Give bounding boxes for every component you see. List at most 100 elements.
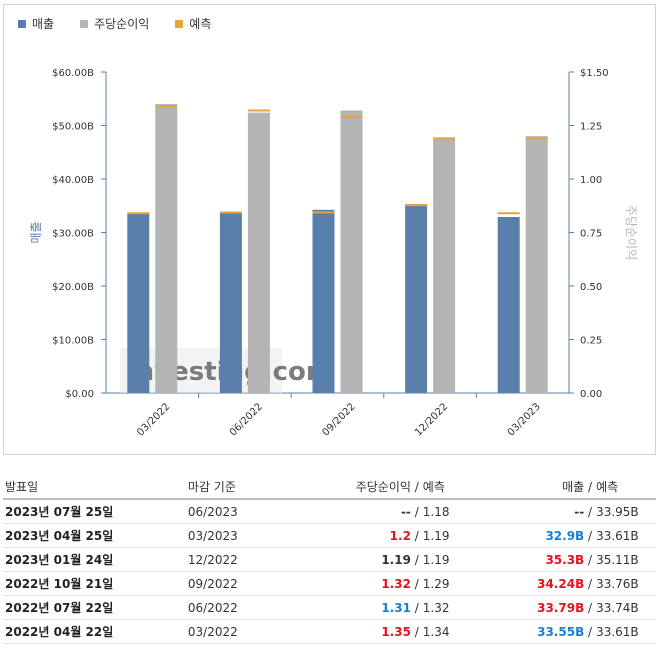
header-eps-separator: / <box>414 479 419 494</box>
cell-revenue-forecast-value: 33.61B <box>596 528 639 543</box>
cell-eps-forecast-value: 1.32 <box>422 600 450 615</box>
eps-forecast-marker <box>433 137 456 140</box>
eps-bar <box>155 104 178 393</box>
legend-item-forecast[interactable]: 예측 <box>175 15 211 32</box>
revenue-bar <box>497 216 520 393</box>
x-tick-label: 12/2022 <box>413 401 450 438</box>
y-tick-label-left: $50.00B <box>52 122 94 133</box>
cell-revenue: 32.9B / <box>482 523 595 548</box>
cell-eps-value: -- <box>400 504 411 519</box>
y-tick-label-right: 0.00 <box>580 389 602 400</box>
cell-revenue-forecast: 33.95B <box>594 499 656 524</box>
cell-revenue-value: 32.9B <box>545 528 585 543</box>
y-tick-label-right: 1.25 <box>580 122 602 133</box>
cell-eps-value: 1.2 <box>389 528 411 543</box>
cell-revenue-forecast-value: 33.76B <box>596 576 639 591</box>
cell-period: 06/2022 <box>185 595 310 620</box>
cell-revenue: 33.55B / <box>482 619 595 644</box>
header-revenue-label: 매출 <box>562 479 585 494</box>
header-revenue[interactable]: 매출 / <box>482 474 595 500</box>
cell-separator: / <box>584 576 593 591</box>
y-tick-label-right: 0.25 <box>580 336 602 347</box>
cell-date-value: 2022년 04월 22일 <box>5 625 114 639</box>
header-eps-forecast[interactable]: 예측 <box>420 474 483 500</box>
cell-date-value: 2023년 01월 24일 <box>5 553 114 567</box>
header-date[interactable]: 발표일 <box>3 474 186 500</box>
cell-separator: / <box>410 504 419 519</box>
cell-eps-value: 1.35 <box>381 624 411 639</box>
cell-separator: / <box>410 624 419 639</box>
legend-label-revenue: 매출 <box>32 17 55 31</box>
legend-label-forecast: 예측 <box>189 17 212 31</box>
y-tick-label-right: 0.75 <box>580 229 602 240</box>
cell-revenue-value: 35.3B <box>545 552 585 567</box>
cell-revenue-forecast: 33.74B <box>594 595 656 620</box>
cell-date-value: 2023년 04월 25일 <box>5 529 114 543</box>
header-revenue-forecast[interactable]: 예측 <box>594 474 656 500</box>
x-tick-label: 03/2022 <box>135 401 172 438</box>
cell-revenue-forecast-value: 33.95B <box>596 504 639 519</box>
legend-swatch-eps <box>80 19 89 28</box>
eps-bar <box>525 136 548 393</box>
cell-separator: / <box>584 528 593 543</box>
cell-eps-forecast-value: 1.18 <box>422 504 450 519</box>
cell-separator: / <box>410 552 419 567</box>
cell-period: 12/2022 <box>185 547 310 572</box>
cell-date: 2023년 07월 25일 <box>3 499 186 524</box>
cell-date: 2022년 04월 22일 <box>3 619 186 644</box>
table-row: 2022년 10월 21일 09/2022 1.32 /1.29 34.24B /33… <box>3 571 656 596</box>
legend-swatch-forecast <box>175 19 184 28</box>
cell-eps-forecast: 1.18 <box>420 499 483 524</box>
cell-revenue-value: 33.79B <box>537 600 585 615</box>
eps-bar <box>433 138 456 393</box>
cell-period-value: 12/2022 <box>187 552 238 567</box>
cell-date: 2022년 10월 21일 <box>3 571 186 596</box>
cell-eps: -- / <box>309 499 421 524</box>
table-header-row: 발표일 마감 기준 주당순이익 / 예측 매출 / 예측 <box>3 474 656 500</box>
cell-period: 03/2022 <box>185 619 310 644</box>
table-row: 2023년 04월 25일 03/2023 1.2 /1.19 32.9B /33.6… <box>3 523 656 548</box>
eps-forecast-marker <box>525 137 548 140</box>
cell-eps-forecast: 1.29 <box>420 571 483 596</box>
revenue-forecast-marker <box>127 212 150 215</box>
cell-eps-value: 1.19 <box>381 552 411 567</box>
y-axis-title-right: 주당순이익 <box>624 205 638 260</box>
header-eps-label: 주당순이익 <box>355 479 411 494</box>
cell-eps-forecast-value: 1.34 <box>422 624 450 639</box>
table-body: 2023년 07월 25일 06/2023 -- /1.18 -- /33.95B 20… <box>3 499 656 644</box>
cell-date-value: 2023년 07월 25일 <box>5 505 114 519</box>
header-eps[interactable]: 주당순이익 / <box>309 474 421 500</box>
y-axis-title-left: 매출 <box>29 221 43 243</box>
earnings-table: 발표일 마감 기준 주당순이익 / 예측 매출 / 예측 2023년 07월 2… <box>3 474 656 644</box>
revenue-bar <box>127 213 150 393</box>
header-period[interactable]: 마감 기준 <box>185 474 310 500</box>
legend-swatch-revenue <box>18 19 26 28</box>
cell-period-value: 09/2022 <box>187 576 238 591</box>
y-tick-label-right: 0.50 <box>580 282 602 293</box>
cell-separator: / <box>584 624 593 639</box>
cell-eps-forecast: 1.19 <box>420 547 483 572</box>
eps-bar <box>340 110 363 394</box>
cell-eps: 1.2 / <box>309 523 421 548</box>
cell-revenue: -- / <box>482 499 595 524</box>
cell-period-value: 03/2023 <box>187 528 238 543</box>
legend-item-revenue[interactable]: 매출 <box>18 15 54 32</box>
y-tick-label-left: $20.00B <box>52 282 94 293</box>
chart-svg: $0.00 $10.00B $20.00B $30.00B $40.00B $50.00B… <box>29 68 638 438</box>
table-row: 2022년 07월 22일 06/2022 1.31 /1.32 33.79B /33… <box>3 595 656 620</box>
y-tick-label-right: $1.50 <box>580 68 609 79</box>
cell-revenue-forecast: 33.61B <box>594 523 656 548</box>
chart-legend: 매출 주당순이익 예측 <box>18 15 211 32</box>
cell-revenue-forecast: 33.61B <box>594 619 656 644</box>
revenue-bar <box>312 209 335 393</box>
cell-eps-forecast: 1.34 <box>420 619 483 644</box>
cell-eps-forecast-value: 1.19 <box>422 528 450 543</box>
y-tick-label-left: $60.00B <box>52 68 94 79</box>
eps-forecast-marker <box>247 109 270 112</box>
cell-revenue: 34.24B / <box>482 571 595 596</box>
legend-item-eps[interactable]: 주당순이익 <box>80 15 149 32</box>
cell-revenue-forecast-value: 33.74B <box>596 600 639 615</box>
revenue-bar <box>219 212 242 393</box>
cell-eps-forecast: 1.32 <box>420 595 483 620</box>
cell-date: 2022년 07월 22일 <box>3 595 186 620</box>
